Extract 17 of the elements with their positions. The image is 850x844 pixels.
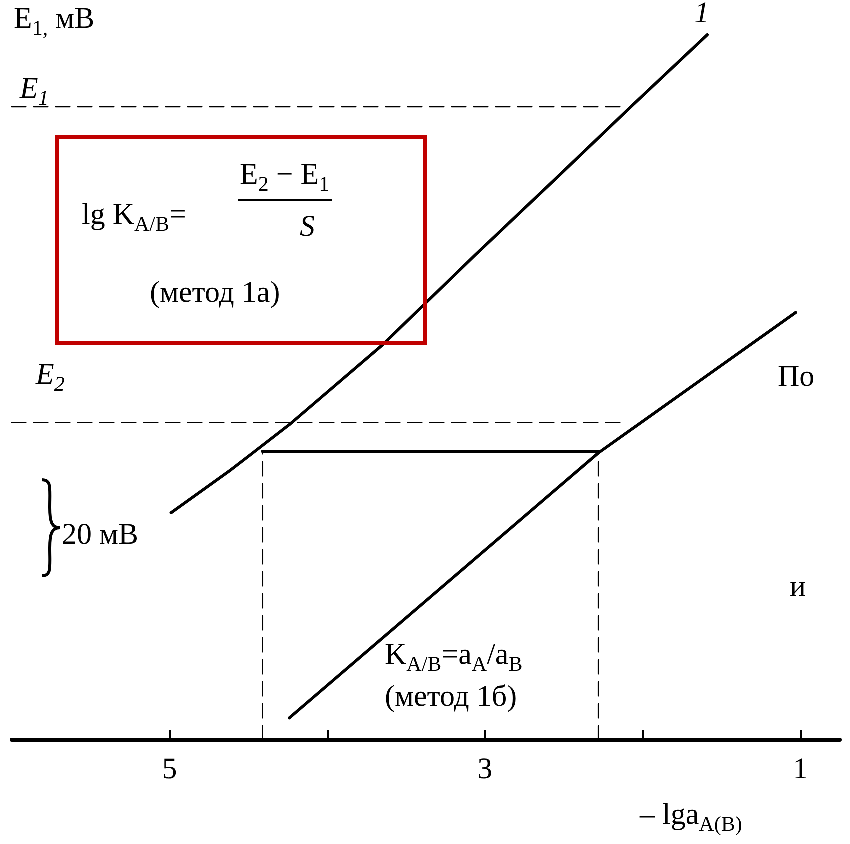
annotation: E$_{1}$ xyxy=(20,72,49,110)
annotation: По xyxy=(778,360,815,393)
annotation: S xyxy=(300,210,315,243)
annotation: (метод 1a) xyxy=(150,276,280,309)
x-tick-label: 1 xyxy=(793,752,808,786)
annotation: lg K$_{A/B}$= xyxy=(82,198,186,236)
annotation: E$_{2}$ − E$_{1}$ xyxy=(238,158,332,201)
annotation: 20 мВ xyxy=(62,518,138,551)
annotation: и xyxy=(790,570,806,603)
x-axis-title: – lga$_{A(B)}$ xyxy=(640,798,742,836)
series-label: 1 xyxy=(694,0,710,30)
annotation: (метод 1б) xyxy=(385,680,518,713)
annotation: E$_{2}$ xyxy=(36,358,65,396)
y-axis-title: E$_{1,}$ мВ xyxy=(14,2,95,40)
x-tick-label: 3 xyxy=(478,752,493,786)
x-tick-label: 5 xyxy=(162,752,178,786)
annotation: K$_{A/B}$=a$_{A}$/a$_{B}$ xyxy=(385,638,523,676)
